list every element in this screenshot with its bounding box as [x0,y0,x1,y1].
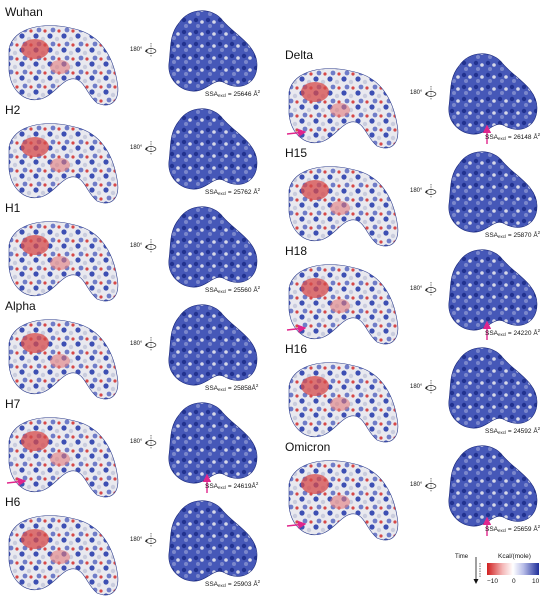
ssa-value: SSAexcl = 25560 Å2 [205,285,261,294]
ssa-value: SSAexcl = 24619Å2 [205,481,259,490]
rotate-icon [145,435,157,449]
variant-label: H1 [5,201,21,215]
surface-back-view [448,151,538,233]
variant-label: H2 [5,103,21,117]
rotate-icon [425,86,437,100]
variant-label: Wuhan [5,5,43,19]
variant-label: Omicron [285,440,331,454]
rotation-label: 180° [130,341,143,347]
surface-back-view [448,249,538,340]
rotation-indicator: 180° [130,141,157,155]
rotation-label: 180° [410,482,423,488]
variant-label: H6 [5,495,21,509]
surface-front-view [6,417,119,498]
time-arrow-icon [473,557,481,584]
rotate-icon [145,43,157,57]
rotation-label: 180° [410,188,423,194]
surface-back-view [168,10,258,92]
rotate-icon [145,533,157,547]
rotation-label: 180° [130,47,143,53]
rotation-label: 180° [130,439,143,445]
panel-h1: H1 180° SSAexcl = 25560 Å2 [5,201,270,302]
time-label: Time [455,554,469,560]
rotate-icon [425,380,437,394]
legend-tick-zero: 0 [512,578,516,585]
rotation-label: 180° [130,243,143,249]
panel-delta: Delta 180° SSAexcl = 26148 Å2 [285,48,550,149]
variant-label: H7 [5,397,21,411]
rotate-icon [425,478,437,492]
surface-back-view [168,500,258,582]
rotation-indicator: 180° [130,43,157,57]
surface-back-view [168,206,258,288]
surface-back-view [448,53,538,144]
rotate-icon [145,239,157,253]
ssa-value: SSAexcl = 25858Å2 [205,383,259,392]
surface-front-view [8,319,119,400]
ssa-value: SSAexcl = 25762 Å2 [205,187,261,196]
surface-front-view [286,460,399,541]
ssa-value: SSAexcl = 24592 Å2 [485,426,541,435]
rotation-indicator: 180° [410,282,437,296]
surface-front-view [8,515,119,596]
surface-front-view [286,264,399,345]
rotate-icon [425,184,437,198]
panel-omicron: Omicron 180° SSAexcl = 25659 Å2 [285,440,550,541]
ssa-value: SSAexcl = 26148 Å2 [485,132,541,141]
rotation-label: 180° [130,145,143,151]
legend-colorbar [487,563,539,575]
panel-h7: H7 180° SSAexcl = 24619Å2 [5,397,270,498]
rotate-icon [145,337,157,351]
variant-label: Delta [285,48,314,62]
legend-tick-max: 10 [532,578,540,585]
rotation-label: 180° [410,384,423,390]
variant-label: H16 [285,342,308,356]
surface-front-view [8,221,119,302]
panel-h2: H2 180° SSAexcl = 25762 Å2 [5,103,270,204]
rotation-label: 180° [410,90,423,96]
variant-label: Alpha [5,299,36,313]
rotation-indicator: 180° [410,184,437,198]
rotation-indicator: 180° [130,337,157,351]
ssa-value: SSAexcl = 24220 Å2 [485,328,541,337]
surface-front-view [288,362,399,443]
rotation-label: 180° [410,286,423,292]
rotation-indicator: 180° [410,380,437,394]
ssa-value: SSAexcl = 25659 Å2 [485,524,541,533]
rotation-label: 180° [130,537,143,543]
ssa-value: SSAexcl = 25903 Å2 [205,579,261,588]
rotation-indicator: 180° [130,239,157,253]
surface-front-view [286,68,399,149]
ssa-value: SSAexcl = 25870 Å2 [485,230,541,239]
rotation-indicator: 180° [130,435,157,449]
panel-h18: H18 180° SSAexcl = 24220 Å2 [285,244,550,345]
legend-tick-min: −10 [487,578,499,585]
color-legend: Time Kcal/(mole) −10 0 10 [455,553,547,591]
surface-front-view [8,123,119,204]
surface-back-view [168,108,258,190]
ssa-value: SSAexcl = 25646 Å2 [205,89,261,98]
variant-label: H15 [285,146,308,160]
surface-back-view [168,402,258,493]
surface-front-view [8,25,119,106]
variant-label: H18 [285,244,308,258]
surface-back-view [448,347,538,429]
rotation-indicator: 180° [410,86,437,100]
surface-back-view [448,445,538,536]
rotation-indicator: 180° [410,478,437,492]
rotation-indicator: 180° [130,533,157,547]
panel-alpha: Alpha 180° SSAexcl = 25858Å2 [5,299,270,400]
panel-h15: H15 180° SSAexcl = 25870 Å2 [285,146,550,247]
panel-wuhan: Wuhan 180° SSAexcl = 25646 Å2 [5,5,270,106]
panel-h16: H16 180° SSAexcl = 24592 Å2 [285,342,550,443]
rotate-icon [145,141,157,155]
panel-h6: H6 180° SSAexcl = 25903 Å2 [5,495,270,596]
surface-front-view [288,166,399,247]
surface-back-view [168,304,258,386]
rotate-icon [425,282,437,296]
legend-unit: Kcal/(mole) [498,553,531,560]
